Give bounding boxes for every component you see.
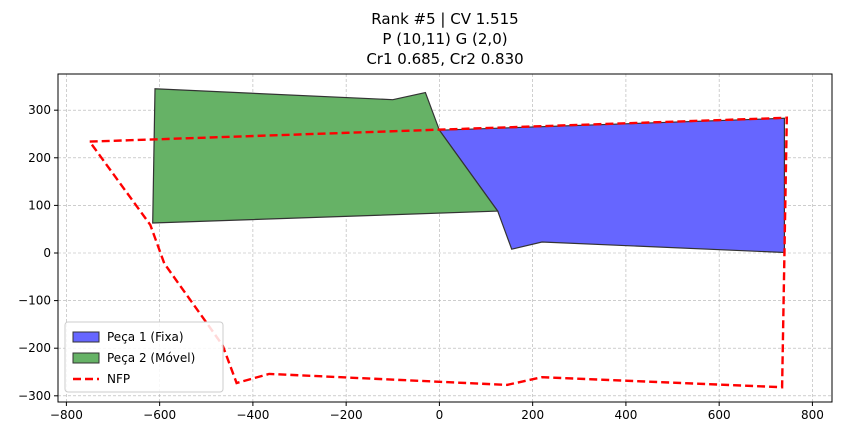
x-tick-label: 0 bbox=[436, 408, 444, 422]
x-tick-label: −800 bbox=[50, 408, 83, 422]
y-tick-label: 200 bbox=[28, 151, 51, 165]
chart-title: Rank #5 | CV 1.515 P (10,11) G (2,0) Cr1 0… bbox=[366, 10, 523, 68]
legend-swatch-2 bbox=[72, 352, 100, 364]
x-tick-label: 800 bbox=[801, 408, 824, 422]
y-tick-label: −100 bbox=[18, 294, 51, 308]
x-tick-label: 400 bbox=[614, 408, 637, 422]
legend-label-1: Peça 1 (Fixa) bbox=[107, 330, 184, 344]
plot-frame bbox=[57, 73, 833, 403]
y-tick-label: 0 bbox=[43, 246, 51, 260]
y-tick-label: −200 bbox=[18, 341, 51, 355]
x-tick-label: −400 bbox=[236, 408, 269, 422]
title-line-2: P (10,11) G (2,0) bbox=[382, 30, 507, 48]
y-tick-label: 100 bbox=[28, 198, 51, 212]
legend-box bbox=[64, 321, 224, 393]
axis-ticks: −800 −600 −400 −200 0 200 400 600 800 −300 −200 −10… bbox=[18, 103, 824, 422]
x-tick-label: 200 bbox=[521, 408, 544, 422]
legend-label-2: Peça 2 (Móvel) bbox=[107, 351, 195, 365]
x-tick-label: −200 bbox=[330, 408, 363, 422]
title-line-3: Cr1 0.685, Cr2 0.830 bbox=[366, 50, 523, 68]
plot-series bbox=[88, 88, 789, 389]
x-tick-label: 600 bbox=[708, 408, 731, 422]
y-tick-label: −300 bbox=[18, 389, 51, 403]
x-tick-label: −600 bbox=[143, 408, 176, 422]
legend-swatch-1 bbox=[72, 331, 100, 343]
title-line-1: Rank #5 | CV 1.515 bbox=[371, 10, 518, 28]
y-tick-label: 300 bbox=[28, 103, 51, 117]
series-line-3 bbox=[88, 116, 789, 389]
legend: Peça 1 (Fixa) Peça 2 (Móvel) NFP bbox=[64, 321, 224, 393]
legend-label-3: NFP bbox=[107, 372, 130, 386]
series-polygon-2 bbox=[152, 88, 499, 224]
